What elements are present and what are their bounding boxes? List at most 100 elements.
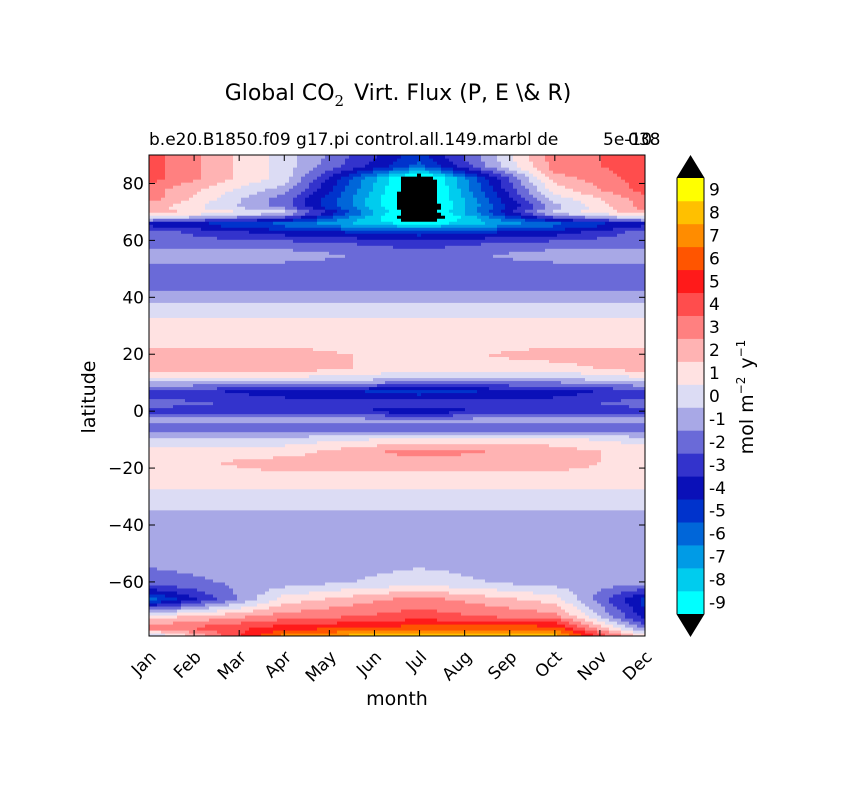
contour-cell xyxy=(449,155,454,162)
contour-cell xyxy=(409,176,414,222)
contour-cell xyxy=(505,191,510,216)
contour-cell xyxy=(585,605,590,616)
contour-cell xyxy=(233,386,238,391)
contour-cell xyxy=(473,230,478,234)
contour-cell xyxy=(517,416,522,424)
contour-cell xyxy=(529,413,534,418)
contour-cell xyxy=(541,290,546,303)
contour-cell xyxy=(449,407,454,412)
contour-cell xyxy=(301,455,306,472)
contour-cell xyxy=(261,593,266,604)
contour-cell xyxy=(533,422,538,433)
contour-cell xyxy=(385,176,390,186)
contour-cell xyxy=(541,371,546,379)
contour-cell xyxy=(453,386,458,391)
contour-cell xyxy=(609,629,614,634)
contour-cell xyxy=(445,632,450,636)
contour-cell xyxy=(537,593,542,601)
contour-cell xyxy=(513,470,518,490)
contour-cell xyxy=(345,176,350,186)
contour-cell xyxy=(341,215,346,219)
contour-cell xyxy=(205,509,210,580)
contour-cell xyxy=(249,227,254,234)
contour-cell xyxy=(173,248,178,264)
contour-cell xyxy=(469,452,474,472)
contour-cell xyxy=(385,227,390,231)
contour-cell xyxy=(321,599,326,610)
contour-cell xyxy=(433,632,438,636)
contour-cell xyxy=(293,218,298,222)
contour-cell xyxy=(381,422,386,433)
contour-cell xyxy=(485,581,490,589)
contour-cell xyxy=(477,212,482,219)
contour-cell xyxy=(381,392,386,400)
contour-cell xyxy=(593,386,598,415)
contour-cell xyxy=(281,302,286,318)
contour-cell xyxy=(441,167,446,171)
contour-cell xyxy=(505,434,510,439)
contour-cell xyxy=(449,620,454,625)
contour-cell xyxy=(473,392,478,400)
contour-cell xyxy=(205,290,210,303)
contour-cell xyxy=(261,416,266,424)
contour-cell xyxy=(365,470,370,490)
contour-cell xyxy=(409,170,414,174)
contour-cell xyxy=(429,317,434,373)
contour-cell xyxy=(329,509,334,583)
contour-cell xyxy=(161,179,166,198)
contour-cell xyxy=(593,347,598,370)
contour-cell xyxy=(261,389,266,397)
contour-cell xyxy=(197,263,202,291)
contour-cell xyxy=(601,218,606,222)
contour-cell xyxy=(333,254,338,258)
contour-cell xyxy=(233,488,238,511)
contour-cell xyxy=(577,233,582,240)
contour-cell xyxy=(449,470,454,490)
contour-cell xyxy=(181,182,186,201)
contour-cell xyxy=(453,245,458,291)
contour-cell xyxy=(573,431,578,436)
contour-cell xyxy=(409,569,414,586)
contour-cell xyxy=(281,263,286,291)
contour-cell xyxy=(441,398,446,409)
contour-cell xyxy=(457,371,462,379)
contour-cell xyxy=(245,155,250,186)
contour-cell xyxy=(469,386,474,391)
contour-cell xyxy=(521,371,526,379)
contour-cell xyxy=(421,434,426,439)
contour-cell xyxy=(249,626,254,636)
contour-cell xyxy=(453,632,458,636)
contour-cell xyxy=(345,212,350,219)
contour-cell xyxy=(557,605,562,616)
contour-cell xyxy=(549,179,554,192)
contour-cell xyxy=(309,236,314,243)
contour-cell xyxy=(169,407,174,415)
contour-cell xyxy=(149,155,154,183)
contour-cell xyxy=(205,317,210,348)
contour-cell xyxy=(421,386,426,391)
contour-cell xyxy=(333,488,338,511)
contour-cell xyxy=(237,431,242,439)
contour-cell xyxy=(597,368,602,376)
contour-cell xyxy=(521,389,526,400)
contour-cell xyxy=(293,509,298,586)
contour-cell xyxy=(573,395,578,415)
contour-cell xyxy=(469,398,474,415)
contour-cell xyxy=(241,605,246,613)
contour-cell xyxy=(477,380,482,385)
contour-cell xyxy=(593,413,598,418)
contour-cell xyxy=(253,209,258,216)
contour-cell xyxy=(533,380,538,388)
contour-cell xyxy=(177,290,182,303)
contour-cell xyxy=(457,377,462,382)
contour-cell xyxy=(361,593,366,604)
contour-cell xyxy=(557,446,562,472)
contour-cell xyxy=(265,608,270,616)
contour-cell xyxy=(517,218,522,222)
contour-cell xyxy=(161,593,166,601)
contour-cell xyxy=(469,173,474,177)
contour-cell xyxy=(301,413,306,418)
contour-cell xyxy=(461,623,466,631)
contour-cell xyxy=(461,176,466,198)
contour-cell xyxy=(601,263,606,291)
